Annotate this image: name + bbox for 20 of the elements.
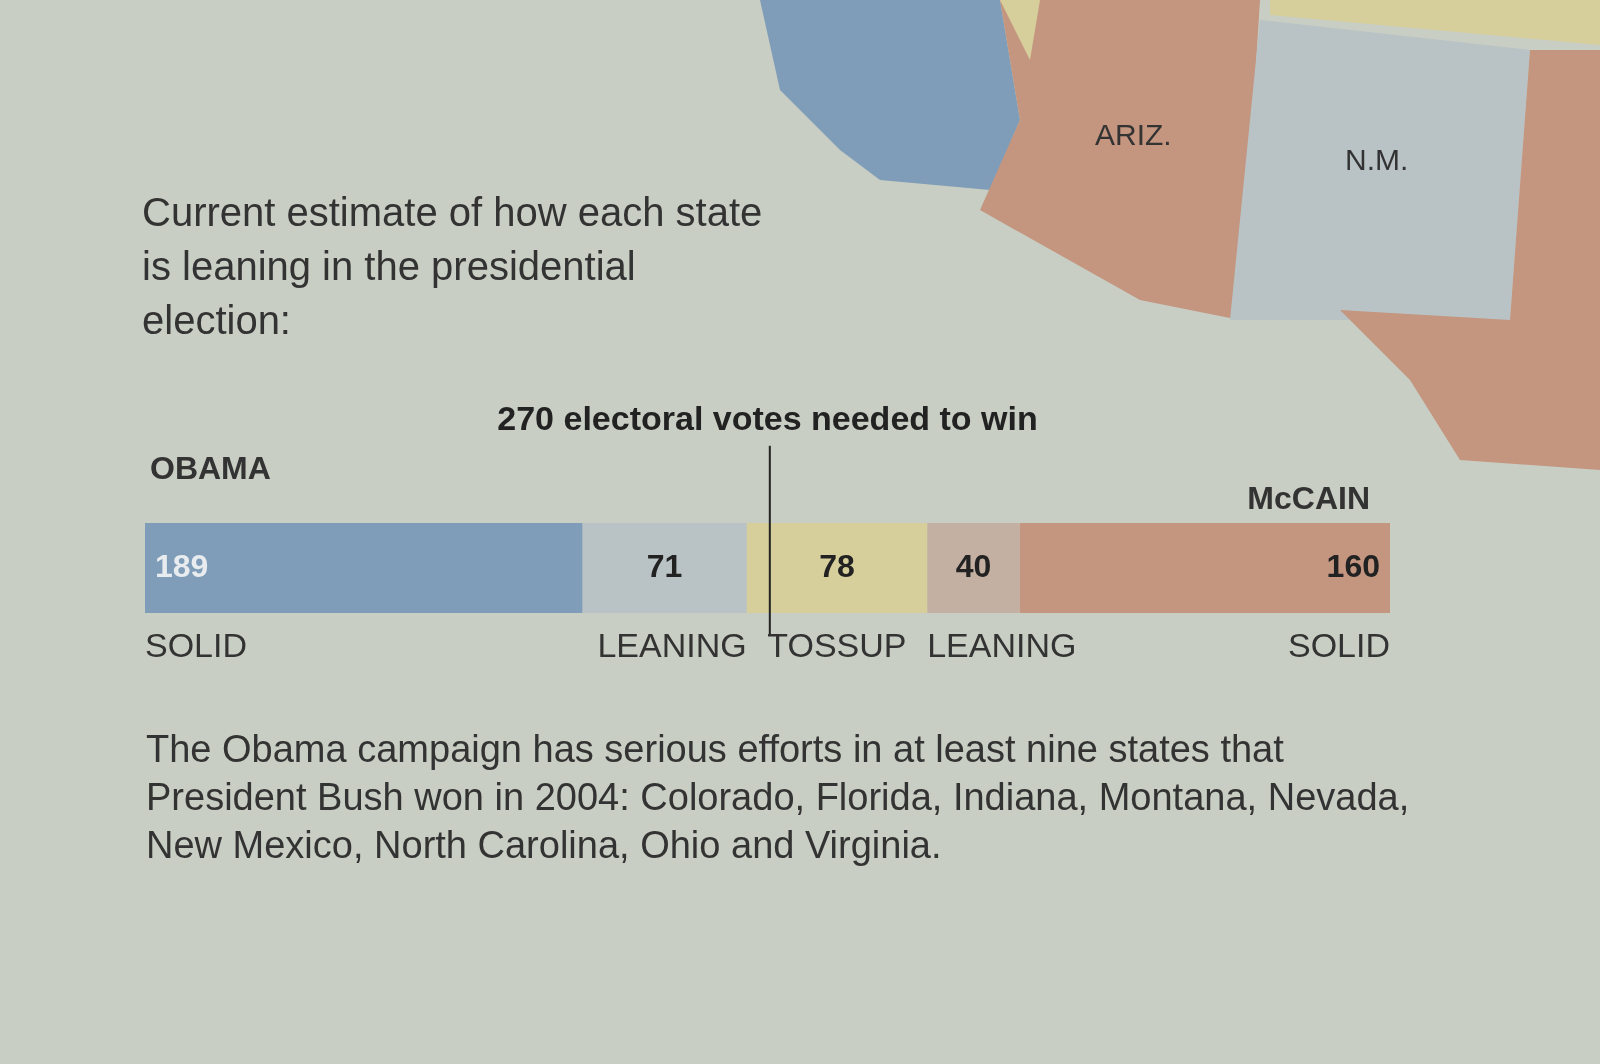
data-label: 160 [1326, 547, 1380, 584]
series-label: SOLID [145, 626, 248, 665]
series-label: TOSSUP [767, 626, 907, 665]
bar [927, 522, 1020, 613]
bar [582, 522, 747, 613]
chart-title: 270 electoral votes needed to win [497, 398, 1038, 437]
series-label: SOLID [1287, 626, 1390, 665]
data-label: 40 [955, 547, 992, 584]
series-label: LEANING [927, 626, 1077, 665]
data-label: 78 [819, 547, 855, 584]
chart-subtitle: Current estimate of how each state is leaning in the presidential election: [142, 189, 764, 344]
bar [1019, 522, 1390, 613]
text: The Obama campaign has serious efforts in at least nine states that President Bush won in 2004: Colorado, Florida, Indiana, Montana, Nevada, New Mexico, North Carolina, Ohio and Virginia. [146, 727, 1411, 868]
text: McCAIN [1247, 480, 1370, 517]
bar [145, 522, 583, 613]
data-label: 189 [155, 547, 209, 584]
data-label: 71 [646, 547, 683, 584]
series-label: LEANING [597, 626, 747, 665]
bar [746, 522, 928, 613]
text: OBAMA [150, 450, 271, 487]
